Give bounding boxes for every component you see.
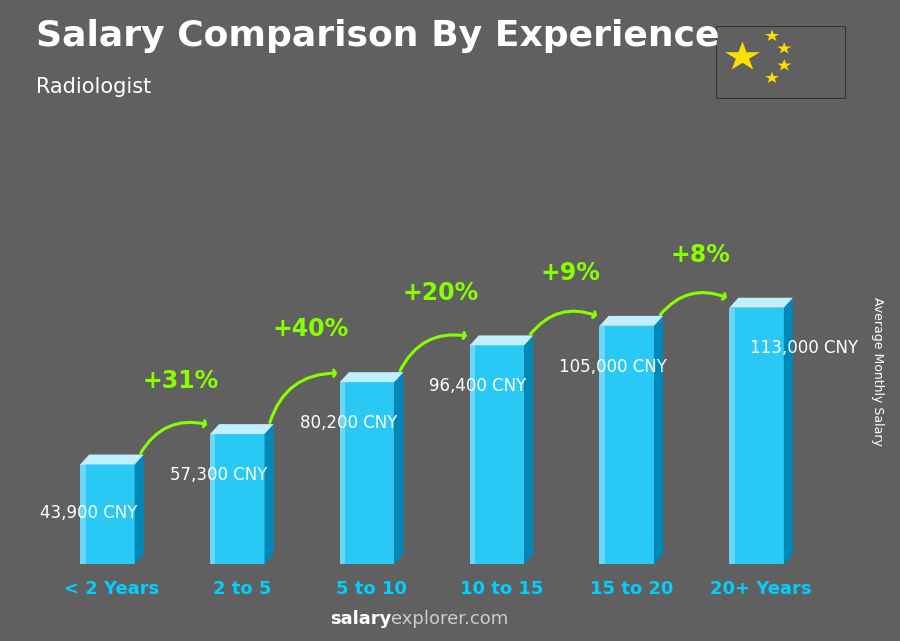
Polygon shape [265, 424, 274, 564]
Text: 57,300 CNY: 57,300 CNY [170, 466, 267, 484]
Polygon shape [599, 326, 654, 564]
Polygon shape [654, 316, 663, 564]
Polygon shape [80, 454, 144, 465]
Polygon shape [210, 434, 265, 564]
Polygon shape [524, 335, 534, 564]
Polygon shape [778, 59, 791, 71]
Polygon shape [394, 372, 403, 564]
Text: +9%: +9% [541, 261, 600, 285]
Polygon shape [729, 297, 793, 308]
Polygon shape [340, 382, 394, 564]
Polygon shape [210, 434, 215, 564]
Text: +40%: +40% [273, 317, 349, 342]
Polygon shape [210, 424, 274, 434]
Text: +31%: +31% [143, 369, 220, 394]
Polygon shape [599, 326, 605, 564]
Text: Salary Comparison By Experience: Salary Comparison By Experience [36, 19, 719, 53]
Text: +8%: +8% [670, 243, 731, 267]
Text: 105,000 CNY: 105,000 CNY [559, 358, 667, 376]
Polygon shape [470, 345, 524, 564]
Polygon shape [80, 465, 86, 564]
Text: 5 to 10: 5 to 10 [337, 580, 407, 598]
Text: 2 to 5: 2 to 5 [212, 580, 271, 598]
Polygon shape [470, 335, 534, 345]
Text: 15 to 20: 15 to 20 [590, 580, 673, 598]
Text: 80,200 CNY: 80,200 CNY [300, 414, 397, 432]
Polygon shape [470, 345, 475, 564]
Polygon shape [784, 297, 793, 564]
Text: Radiologist: Radiologist [36, 77, 151, 97]
Polygon shape [729, 308, 784, 564]
Polygon shape [765, 29, 779, 41]
Text: salary: salary [330, 610, 392, 628]
Polygon shape [599, 316, 663, 326]
Polygon shape [135, 454, 144, 564]
Polygon shape [340, 382, 346, 564]
Text: 10 to 15: 10 to 15 [460, 580, 543, 598]
Text: 43,900 CNY: 43,900 CNY [40, 504, 138, 522]
Polygon shape [778, 42, 791, 54]
Text: < 2 Years: < 2 Years [64, 580, 159, 598]
Polygon shape [80, 465, 135, 564]
Text: Average Monthly Salary: Average Monthly Salary [871, 297, 884, 446]
Text: explorer.com: explorer.com [392, 610, 508, 628]
Text: 96,400 CNY: 96,400 CNY [429, 377, 526, 395]
Text: +20%: +20% [402, 281, 479, 304]
Polygon shape [729, 308, 734, 564]
Polygon shape [725, 42, 760, 69]
Text: 113,000 CNY: 113,000 CNY [750, 340, 859, 358]
Polygon shape [340, 372, 403, 382]
Text: 20+ Years: 20+ Years [710, 580, 812, 598]
Polygon shape [765, 72, 779, 83]
